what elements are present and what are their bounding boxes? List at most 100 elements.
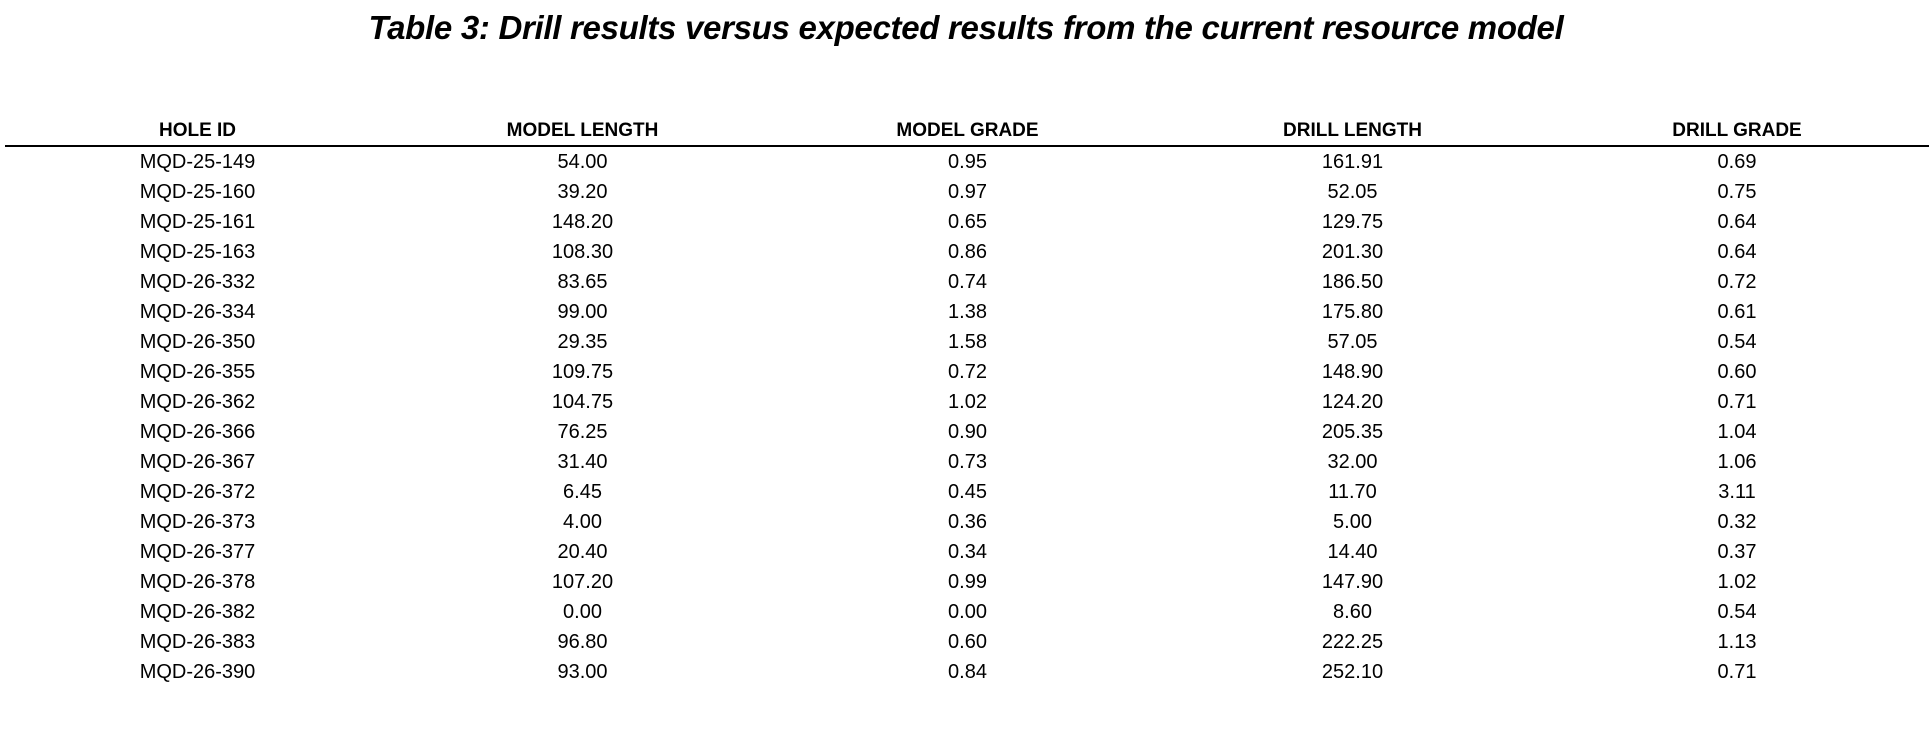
- model-length-cell: 99.00: [557, 301, 608, 323]
- hole-id-cell: MQD-26-373: [139, 511, 256, 533]
- hole-id-cell: MQD-26-367: [139, 451, 256, 473]
- table-body: MQD-25-149 54.00 0.95 161.91 0.69 MQD-25-160 3…: [5, 147, 1929, 687]
- model-length-cell: 39.20: [557, 181, 608, 203]
- model-length-cell: 0.00: [563, 601, 602, 623]
- model-length-cell: 20.40: [557, 541, 608, 563]
- model-grade-cell: 1.38: [948, 301, 987, 323]
- drill-grade-cell: 0.61: [1717, 301, 1757, 323]
- drill-length-cell: 201.30: [1321, 241, 1384, 263]
- hole-id-cell: MQD-26-350: [139, 331, 256, 353]
- model-length-cell: 108.30: [551, 241, 614, 263]
- table-row: MQD-26-372 6.45 0.45 11.70 3.11: [5, 477, 1929, 507]
- hole-id-cell: MQD-26-332: [139, 271, 256, 293]
- drill-grade-cell: 0.71: [1717, 391, 1757, 413]
- table-header-row: HOLE ID MODEL LENGTH MODEL GRADE DRILL L…: [5, 117, 1929, 147]
- drill-length-cell: 11.70: [1328, 481, 1377, 503]
- model-grade-cell: 0.95: [948, 151, 987, 173]
- drill-length-cell: 148.90: [1321, 361, 1384, 383]
- drill-length-cell: 5.00: [1333, 511, 1372, 533]
- table-row: MQD-25-161 148.20 0.65 129.75 0.64: [5, 207, 1929, 237]
- drill-grade-cell: 0.69: [1717, 151, 1757, 173]
- drill-length-cell: 186.50: [1321, 271, 1384, 293]
- model-length-cell: 104.75: [551, 391, 614, 413]
- drill-length-cell: 124.20: [1321, 391, 1384, 413]
- model-length-cell: 107.20: [551, 571, 614, 593]
- hole-id-cell: MQD-26-377: [139, 541, 256, 563]
- table-row: MQD-26-350 29.35 1.58 57.05 0.54: [5, 327, 1929, 357]
- hole-id-cell: MQD-26-383: [139, 631, 256, 653]
- model-grade-cell: 1.02: [948, 391, 987, 413]
- model-length-cell: 76.25: [557, 421, 608, 443]
- model-length-cell: 6.45: [563, 481, 602, 503]
- table-row: MQD-26-390 93.00 0.84 252.10 0.71: [5, 657, 1929, 687]
- model-length-cell: 148.20: [551, 211, 614, 233]
- drill-grade-cell: 1.04: [1717, 421, 1757, 443]
- column-header-hole-id: HOLE ID: [158, 120, 237, 141]
- column-header-drill-grade: DRILL GRADE: [1672, 120, 1802, 141]
- model-grade-cell: 0.60: [948, 631, 987, 653]
- model-grade-cell: 0.74: [948, 271, 987, 293]
- hole-id-cell: MQD-26-372: [139, 481, 256, 503]
- drill-length-cell: 147.90: [1321, 571, 1384, 593]
- drill-length-cell: 32.00: [1327, 451, 1378, 473]
- drill-length-cell: 252.10: [1321, 661, 1384, 683]
- model-grade-cell: 0.86: [948, 241, 987, 263]
- table-row: MQD-26-332 83.65 0.74 186.50 0.72: [5, 267, 1929, 297]
- drill-length-cell: 175.80: [1321, 301, 1384, 323]
- drill-grade-cell: 0.32: [1717, 511, 1757, 533]
- column-header-model-length: MODEL LENGTH: [506, 120, 659, 141]
- hole-id-cell: MQD-26-362: [139, 391, 256, 413]
- column-header-model-grade: MODEL GRADE: [896, 120, 1039, 141]
- drill-length-cell: 14.40: [1327, 541, 1378, 563]
- table-row: MQD-26-382 0.00 0.00 8.60 0.54: [5, 597, 1929, 627]
- hole-id-cell: MQD-25-149: [139, 151, 256, 173]
- drill-length-cell: 52.05: [1327, 181, 1378, 203]
- model-length-cell: 83.65: [557, 271, 608, 293]
- model-grade-cell: 0.00: [948, 601, 987, 623]
- column-header-drill-length: DRILL LENGTH: [1283, 120, 1422, 141]
- drill-grade-cell: 0.54: [1717, 601, 1757, 623]
- model-grade-cell: 0.73: [948, 451, 987, 473]
- hole-id-cell: MQD-26-355: [139, 361, 256, 383]
- model-length-cell: 4.00: [563, 511, 602, 533]
- model-length-cell: 96.80: [557, 631, 608, 653]
- table-row: MQD-26-355 109.75 0.72 148.90 0.60: [5, 357, 1929, 387]
- drill-grade-cell: 0.72: [1717, 271, 1757, 293]
- drill-length-cell: 161.91: [1321, 151, 1384, 173]
- table-title: Table 3: Drill results versus expected r…: [368, 9, 1564, 46]
- model-grade-cell: 1.58: [948, 331, 987, 353]
- table-row: MQD-26-378 107.20 0.99 147.90 1.02: [5, 567, 1929, 597]
- table-row: MQD-26-366 76.25 0.90 205.35 1.04: [5, 417, 1929, 447]
- table-row: MQD-26-334 99.00 1.38 175.80 0.61: [5, 297, 1929, 327]
- table-row: MQD-25-149 54.00 0.95 161.91 0.69: [5, 147, 1929, 177]
- model-length-cell: 29.35: [557, 331, 608, 353]
- drill-grade-cell: 0.60: [1717, 361, 1757, 383]
- model-grade-cell: 0.84: [948, 661, 987, 683]
- table-row: MQD-25-160 39.20 0.97 52.05 0.75: [5, 177, 1929, 207]
- hole-id-cell: MQD-26-390: [139, 661, 256, 683]
- drill-length-cell: 222.25: [1321, 631, 1384, 653]
- table-row: MQD-26-362 104.75 1.02 124.20 0.71: [5, 387, 1929, 417]
- table-row: MQD-26-367 31.40 0.73 32.00 1.06: [5, 447, 1929, 477]
- model-grade-cell: 0.65: [948, 211, 987, 233]
- table-row: MQD-25-163 108.30 0.86 201.30 0.64: [5, 237, 1929, 267]
- drill-length-cell: 205.35: [1321, 421, 1384, 443]
- table-row: MQD-26-383 96.80 0.60 222.25 1.13: [5, 627, 1929, 657]
- hole-id-cell: MQD-25-161: [139, 211, 256, 233]
- hole-id-cell: MQD-26-378: [139, 571, 256, 593]
- model-grade-cell: 0.72: [948, 361, 987, 383]
- model-length-cell: 93.00: [557, 661, 608, 683]
- drill-grade-cell: 0.64: [1717, 241, 1757, 263]
- model-grade-cell: 0.97: [948, 181, 987, 203]
- drill-grade-cell: 0.71: [1717, 661, 1757, 683]
- drill-length-cell: 8.60: [1333, 601, 1372, 623]
- model-grade-cell: 0.99: [948, 571, 987, 593]
- model-length-cell: 54.00: [557, 151, 608, 173]
- table-row: MQD-26-373 4.00 0.36 5.00 0.32: [5, 507, 1929, 537]
- hole-id-cell: MQD-25-163: [139, 241, 256, 263]
- drill-grade-cell: 3.11: [1718, 481, 1756, 503]
- table-row: MQD-26-377 20.40 0.34 14.40 0.37: [5, 537, 1929, 567]
- hole-id-cell: MQD-25-160: [139, 181, 256, 203]
- drill-grade-cell: 0.75: [1717, 181, 1757, 203]
- drill-length-cell: 57.05: [1327, 331, 1378, 353]
